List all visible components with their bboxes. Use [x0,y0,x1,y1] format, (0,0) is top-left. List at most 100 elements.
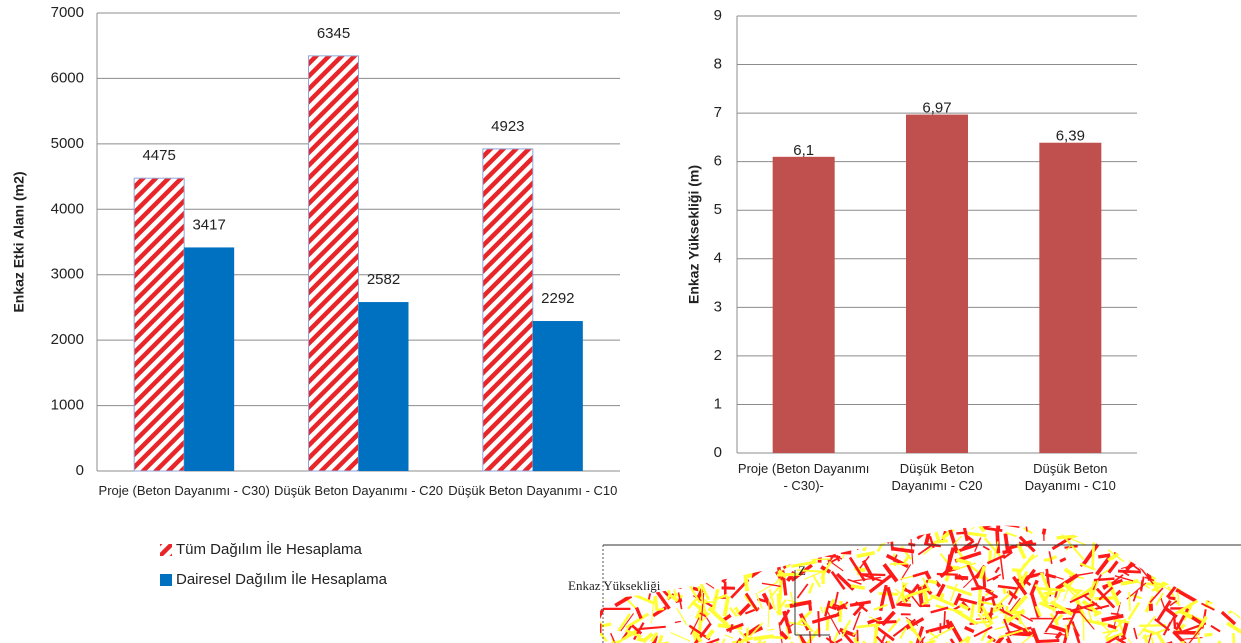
debris-piece [761,516,779,528]
y-tick-label: 5 [714,201,722,218]
debris-piece [1174,614,1175,629]
debris-piece [1213,546,1214,554]
debris-piece [842,522,853,526]
debris-piece [857,553,875,557]
debris-piece [1091,525,1115,535]
debris-piece [624,532,632,534]
debris-piece [956,559,970,563]
debris-piece [1199,637,1200,643]
debris-piece [1037,588,1065,590]
debris-piece [624,570,626,576]
debris-piece [1211,524,1217,528]
debris-piece [1196,515,1215,517]
debris-piece [694,567,697,572]
debris-piece [767,629,774,630]
debris-piece [1024,528,1033,533]
debris-piece [656,548,661,569]
debris-piece [675,528,689,544]
debris-piece [1142,629,1155,633]
debris-piece [616,633,631,643]
debris-piece [968,533,986,535]
debris-piece [887,521,900,543]
debris-piece [850,602,871,605]
data-label: 6345 [317,25,350,42]
debris-piece [638,527,648,545]
debris-piece [971,602,973,618]
debris-piece [713,534,717,558]
debris-piece [1076,522,1090,523]
debris-piece [841,519,844,532]
debris-piece [787,525,793,533]
debris-piece [875,623,877,643]
debris-piece [1237,529,1241,539]
debris-piece [775,549,789,566]
debris-piece [724,561,732,572]
y-tick-label: 6 [714,153,722,170]
debris-piece [794,533,806,534]
debris-piece [962,515,967,540]
debris-piece [1202,570,1208,582]
debris-piece [835,592,838,606]
debris-piece [644,530,669,534]
debris-piece [1151,637,1156,643]
debris-piece [1151,550,1160,563]
debris-piece [707,630,713,638]
debris-piece [1224,574,1239,593]
debris-piece [728,539,742,541]
debris-piece [888,587,894,608]
debris-piece [787,521,799,523]
debris-piece [774,552,787,558]
debris-piece [828,536,830,541]
debris-piece [634,552,658,554]
debris-piece [1103,516,1120,520]
debris-piece [1218,564,1219,572]
debris-piece [858,523,860,550]
debris-piece [621,548,630,560]
y-tick-label: 4000 [51,200,84,217]
debris-piece [993,576,998,579]
debris-piece [1115,537,1137,541]
debris-piece [1176,590,1196,601]
debris-piece [669,563,681,578]
y-tick-label: 9 [714,7,722,24]
debris-piece [1097,525,1111,544]
debris-piece [1116,530,1121,556]
debris-piece [843,541,847,558]
debris-piece [750,562,752,578]
debris-piece [798,529,804,531]
debris-piece [944,611,945,625]
legend-label: Dairesel Dağılım İle Hesaplama [176,570,388,588]
debris-piece [1208,555,1212,561]
y-tick-label: 1 [714,395,722,412]
y-tick-label: 0 [714,444,722,461]
x-tick-label: Düşük Beton Dayanımı - C20 [870,460,1003,494]
debris-piece [951,515,955,522]
debris-piece [1233,633,1234,643]
debris-piece [818,611,819,637]
debris-piece [1118,571,1141,572]
debris-piece [779,594,780,616]
debris-piece [1033,628,1040,643]
bar [184,247,234,471]
debris-piece [809,601,810,610]
debris-piece [620,523,642,529]
debris-piece [974,627,992,636]
debris-piece [777,574,800,575]
data-label: 6,97 [922,100,951,117]
debris-piece [1160,532,1162,546]
debris-piece [649,544,657,562]
debris-piece [809,583,813,593]
debris-piece [1169,598,1176,599]
bar [309,56,359,471]
debris-piece [874,532,880,535]
debris-piece [828,530,846,533]
x-tick-label: Düşük Beton Dayanımı - C20 [271,482,445,499]
debris-piece [995,567,999,572]
debris-piece [863,525,864,540]
debris-piece [723,567,734,582]
legend-label: Tüm Dağılım İle Hesaplama [176,540,363,558]
debris-piece [1230,541,1241,559]
y-axis-title: Enkaz Etki Alanı (m2) [11,171,27,312]
debris-piece [608,523,617,541]
debris-piece [1083,545,1097,565]
